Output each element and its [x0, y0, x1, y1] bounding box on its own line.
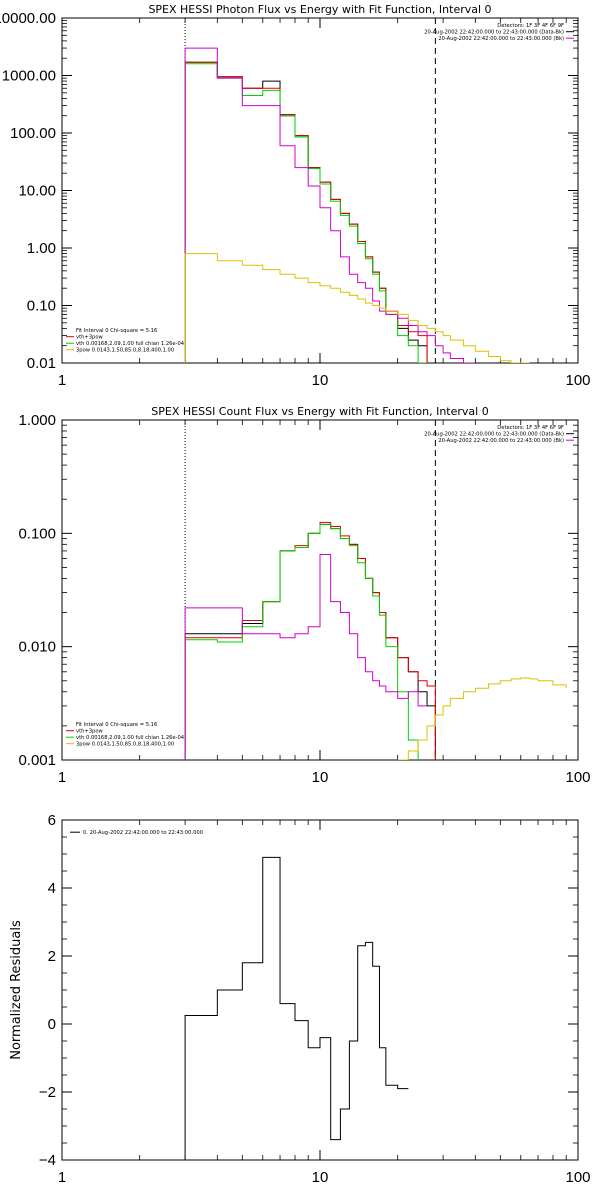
series-line: [184, 47, 476, 363]
plot-area: [184, 18, 530, 363]
y-tick-label: 0.001: [18, 752, 56, 769]
chart-title: SPEX HESSI Photon Flux vs Energy with Fi…: [148, 3, 491, 16]
legend-bottom-left-entry: 3pow 0.0143,1.50,85.0,8.18,400,1.00: [76, 348, 174, 354]
y-tick-label: 0.100: [18, 525, 56, 542]
legend-bottom-left-entry: vth 0.00168,2.09,1.00 full chian 1.26e-0…: [76, 341, 185, 347]
legend-top-right-entry: Detectors: 1F 3F 4F 6F 9F: [497, 425, 564, 431]
legend-top-right-entry: 20-Aug-2002 22:42:00.000 to 22:43:00.000…: [424, 30, 564, 36]
x-tick-label: 100: [565, 1169, 590, 1186]
y-tick-label: 0.010: [18, 639, 56, 656]
series-line: [184, 253, 530, 363]
y-tick-label: 6: [48, 812, 56, 829]
y-tick-label: 100.00: [10, 125, 56, 142]
series-line: [184, 523, 419, 760]
series-line: [184, 856, 409, 1160]
series-line: [184, 63, 428, 363]
chart-3: Normalized Residuals 1 10 100 −4 −2 0 2 4 6 0. 20-…: [9, 812, 591, 1186]
chart-title: SPEX HESSI Count Flux vs Energy with Fit…: [151, 405, 488, 418]
y-tick-label: 2: [48, 948, 56, 965]
plot-frame: [61, 419, 579, 761]
legend-entry: 0. 20-Aug-2002 22:42:00.000 to 22:43:00.…: [83, 830, 203, 836]
y-tick-label: 10000.00: [0, 10, 56, 27]
legend-bottom-left-entry: vth+3pow: [76, 335, 104, 341]
legend-bottom-left-entry: vth 0.00168,2.09,1.00 full chian 1.26e-0…: [76, 735, 185, 741]
y-tick-label: 0.10: [27, 298, 56, 315]
y-tick-label: 0.01: [27, 355, 56, 372]
legend-top-right-entry: 20-Aug-2002 22:42:00.000 to 22:43:00.000…: [424, 432, 564, 438]
series-line: [184, 61, 428, 363]
legend-bottom-left-entry: vth+3pow: [76, 729, 104, 735]
y-tick-label: 4: [48, 880, 56, 897]
chart-1: SPEX HESSI Photon Flux vs Energy with Fi…: [0, 3, 591, 389]
y-tick-label: 10.00: [18, 183, 56, 200]
series-line: [184, 554, 428, 760]
y-tick-label: 0: [48, 1016, 56, 1033]
plot-frame: [61, 17, 579, 364]
y-tick-label: 1000.00: [2, 68, 56, 85]
legend-bottom-left-entry: Fit Interval 0 Chi-square = 5.16: [76, 328, 157, 334]
x-tick-label: 1: [58, 372, 66, 389]
plot-area: [184, 420, 567, 760]
legend-bottom-left-entry: 3pow 0.0143,1.50,85.0,8.18,400,1.00: [76, 742, 174, 748]
legend-top-right-entry: 20-Aug-2002 22:42:00.000 to 22:43:00.000…: [438, 36, 564, 42]
series-line: [184, 61, 428, 363]
x-tick-label: 1: [58, 1169, 66, 1186]
x-tick-label: 100: [565, 372, 590, 389]
x-tick-label: 10: [312, 769, 329, 786]
series-line: [184, 521, 436, 760]
chart-2: SPEX HESSI Count Flux vs Energy with Fit…: [18, 405, 590, 786]
legend-top-right-entry: 20-Aug-2002 22:42:00.000 to 22:43:00.000…: [438, 438, 564, 444]
x-tick-label: 100: [565, 769, 590, 786]
plot-frame: [61, 819, 579, 1161]
series-line: [397, 677, 567, 760]
y-tick-label: 1.00: [27, 240, 56, 257]
plot-area: [184, 856, 409, 1160]
x-tick-label: 10: [312, 372, 329, 389]
x-tick-label: 1: [58, 769, 66, 786]
y-tick-label: −4: [39, 1152, 56, 1169]
legend-bottom-left-entry: Fit Interval 0 Chi-square = 5.16: [76, 722, 157, 728]
y-tick-label: 1.000: [18, 412, 56, 429]
legend-top-right-entry: Detectors: 1F 3F 4F 6F 9F: [497, 23, 564, 29]
y-tick-label: −2: [39, 1084, 56, 1101]
x-tick-label: 10: [312, 1169, 329, 1186]
y-axis-label: Normalized Residuals: [9, 920, 24, 1060]
